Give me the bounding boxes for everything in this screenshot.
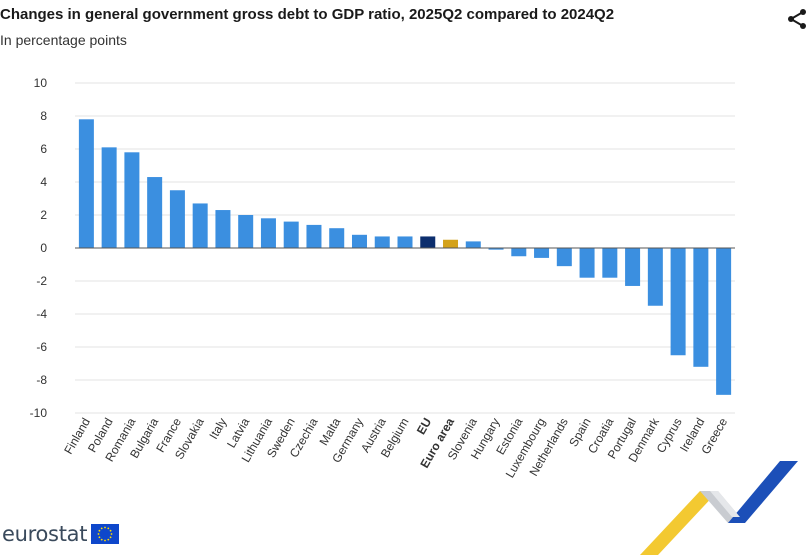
- bar-france[interactable]: [169, 190, 185, 248]
- y-tick-label: 6: [40, 142, 47, 156]
- bar-netherlands[interactable]: [556, 248, 572, 267]
- eu-flag-icon: [91, 524, 120, 544]
- y-tick-label: -2: [36, 274, 47, 288]
- bar-lithuania[interactable]: [260, 218, 276, 248]
- chart-subtitle: In percentage points: [0, 32, 127, 48]
- bar-latvia[interactable]: [238, 215, 254, 248]
- bar-estonia[interactable]: [511, 248, 527, 257]
- y-tick-label: 10: [34, 76, 48, 90]
- bar-slovakia[interactable]: [192, 203, 208, 248]
- share-icon[interactable]: [786, 8, 808, 30]
- bar-slovenia[interactable]: [465, 241, 481, 248]
- eurostat-logo[interactable]: eurostat: [2, 520, 120, 548]
- bar-cyprus[interactable]: [670, 248, 686, 356]
- y-tick-label: -10: [30, 406, 48, 420]
- bar-spain[interactable]: [579, 248, 595, 278]
- y-tick-label: -6: [36, 340, 47, 354]
- y-tick-label: -4: [36, 307, 47, 321]
- bar-czechia[interactable]: [306, 224, 322, 248]
- bar-romania[interactable]: [124, 152, 140, 248]
- bar-euro-area[interactable]: [443, 239, 459, 248]
- bar-ireland[interactable]: [693, 248, 709, 367]
- y-tick-label: 0: [40, 241, 47, 255]
- y-tick-label: -8: [36, 373, 47, 387]
- y-tick-label: 4: [40, 175, 47, 189]
- bar-austria[interactable]: [374, 236, 390, 248]
- bar-malta[interactable]: [329, 228, 345, 248]
- bar-croatia[interactable]: [602, 248, 618, 278]
- bar-germany[interactable]: [351, 234, 367, 248]
- x-tick-label: EU: [414, 416, 434, 437]
- bar-portugal[interactable]: [625, 248, 641, 286]
- bar-hungary[interactable]: [488, 248, 504, 250]
- bar-poland[interactable]: [101, 147, 117, 248]
- chart-title: Changes in general government gross debt…: [0, 6, 615, 23]
- bar-greece[interactable]: [716, 248, 732, 395]
- logo-text: eurostat: [2, 522, 88, 546]
- bar-belgium[interactable]: [397, 236, 413, 248]
- bar-chart: 1086420-2-4-6-8-10FinlandPolandRomaniaBu…: [30, 76, 735, 480]
- bar-denmark[interactable]: [647, 248, 663, 306]
- y-tick-label: 8: [40, 109, 47, 123]
- x-tick-label: Italy: [206, 416, 229, 442]
- bar-luxembourg[interactable]: [534, 248, 550, 258]
- bar-finland[interactable]: [78, 119, 94, 248]
- bar-italy[interactable]: [215, 210, 231, 248]
- bar-bulgaria[interactable]: [147, 177, 163, 248]
- decorative-swoosh: [640, 461, 798, 555]
- bar-sweden[interactable]: [283, 221, 299, 248]
- y-tick-label: 2: [40, 208, 47, 222]
- bar-eu[interactable]: [420, 236, 436, 248]
